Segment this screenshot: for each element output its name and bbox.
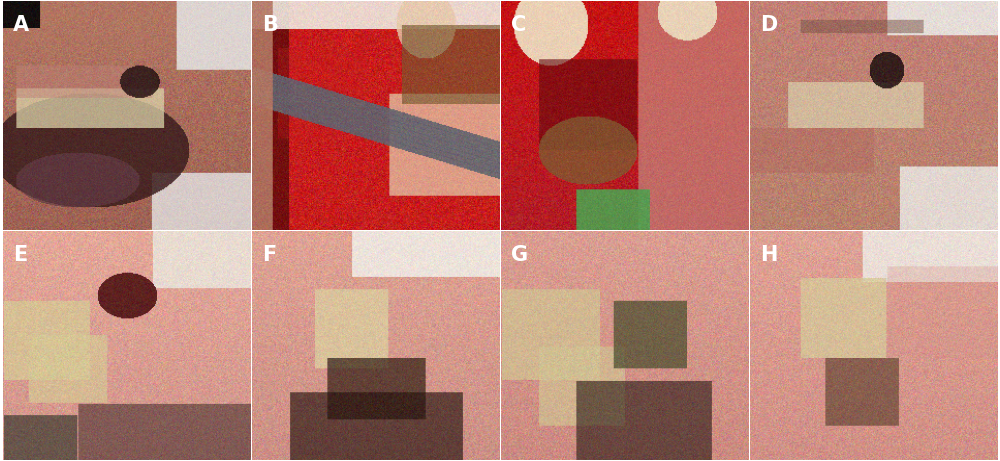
Text: D: D <box>760 15 777 35</box>
Text: E: E <box>13 245 27 265</box>
Text: F: F <box>262 245 276 265</box>
Text: B: B <box>262 15 278 35</box>
Text: G: G <box>511 245 528 265</box>
Text: C: C <box>511 15 526 35</box>
Text: H: H <box>760 245 777 265</box>
Text: A: A <box>13 15 29 35</box>
